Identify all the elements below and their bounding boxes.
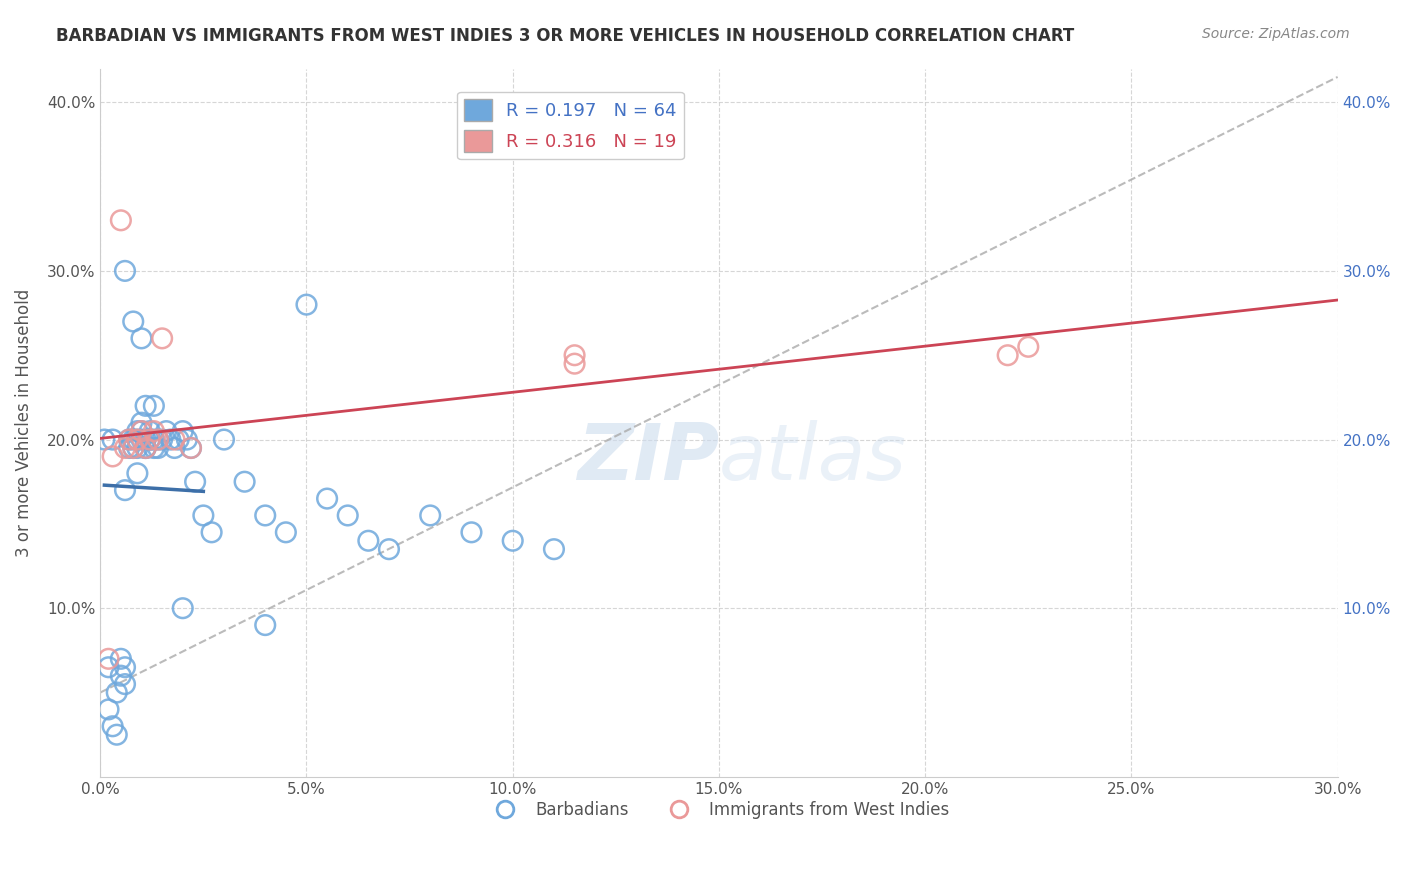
Point — [295, 298, 318, 312]
Point — [131, 416, 153, 430]
Point — [212, 433, 235, 447]
Point — [110, 213, 132, 227]
Point — [254, 508, 277, 523]
Point — [139, 433, 162, 447]
Point — [146, 433, 169, 447]
Point — [460, 525, 482, 540]
Point — [172, 424, 194, 438]
Point — [114, 677, 136, 691]
Point — [118, 441, 141, 455]
Point — [201, 525, 224, 540]
Point — [114, 660, 136, 674]
Text: BARBADIAN VS IMMIGRANTS FROM WEST INDIES 3 OR MORE VEHICLES IN HOUSEHOLD CORRELA: BARBADIAN VS IMMIGRANTS FROM WEST INDIES… — [56, 27, 1074, 45]
Point — [122, 441, 145, 455]
Point — [163, 441, 186, 455]
Point — [502, 533, 524, 548]
Point — [93, 433, 115, 447]
Point — [135, 433, 157, 447]
Point — [131, 424, 153, 438]
Point — [193, 508, 215, 523]
Point — [135, 399, 157, 413]
Point — [127, 433, 149, 447]
Point — [1017, 340, 1039, 354]
Point — [127, 441, 149, 455]
Point — [142, 424, 165, 438]
Point — [142, 399, 165, 413]
Point — [135, 441, 157, 455]
Point — [127, 424, 149, 438]
Point — [97, 702, 120, 716]
Point — [101, 719, 124, 733]
Point — [122, 433, 145, 447]
Point — [336, 508, 359, 523]
Point — [180, 441, 202, 455]
Text: atlas: atlas — [718, 420, 907, 496]
Point — [254, 618, 277, 632]
Point — [122, 314, 145, 328]
Y-axis label: 3 or more Vehicles in Household: 3 or more Vehicles in Household — [15, 289, 32, 557]
Text: Source: ZipAtlas.com: Source: ZipAtlas.com — [1202, 27, 1350, 41]
Point — [176, 433, 198, 447]
Point — [180, 441, 202, 455]
Point — [159, 433, 181, 447]
Point — [357, 533, 380, 548]
Point — [110, 652, 132, 666]
Point — [131, 424, 153, 438]
Point — [543, 542, 565, 557]
Point — [150, 331, 173, 345]
Point — [118, 433, 141, 447]
Point — [101, 433, 124, 447]
Point — [135, 441, 157, 455]
Point — [114, 264, 136, 278]
Point — [184, 475, 207, 489]
Point — [135, 441, 157, 455]
Point — [127, 467, 149, 481]
Point — [142, 441, 165, 455]
Point — [105, 728, 128, 742]
Point — [564, 357, 586, 371]
Point — [316, 491, 339, 506]
Point — [118, 433, 141, 447]
Point — [139, 433, 162, 447]
Point — [997, 348, 1019, 362]
Point — [419, 508, 441, 523]
Point — [122, 441, 145, 455]
Point — [167, 433, 190, 447]
Point — [139, 424, 162, 438]
Point — [114, 441, 136, 455]
Point — [97, 660, 120, 674]
Point — [150, 433, 173, 447]
Point — [131, 433, 153, 447]
Point — [127, 433, 149, 447]
Point — [131, 331, 153, 345]
Legend: Barbadians, Immigrants from West Indies: Barbadians, Immigrants from West Indies — [482, 794, 956, 825]
Point — [274, 525, 297, 540]
Point — [110, 668, 132, 682]
Point — [105, 685, 128, 699]
Point — [146, 433, 169, 447]
Point — [163, 433, 186, 447]
Point — [114, 483, 136, 498]
Point — [139, 433, 162, 447]
Point — [97, 652, 120, 666]
Point — [378, 542, 401, 557]
Point — [564, 348, 586, 362]
Point — [155, 424, 177, 438]
Point — [142, 433, 165, 447]
Point — [233, 475, 256, 489]
Point — [101, 450, 124, 464]
Point — [172, 601, 194, 615]
Point — [146, 441, 169, 455]
Text: ZIP: ZIP — [576, 420, 718, 496]
